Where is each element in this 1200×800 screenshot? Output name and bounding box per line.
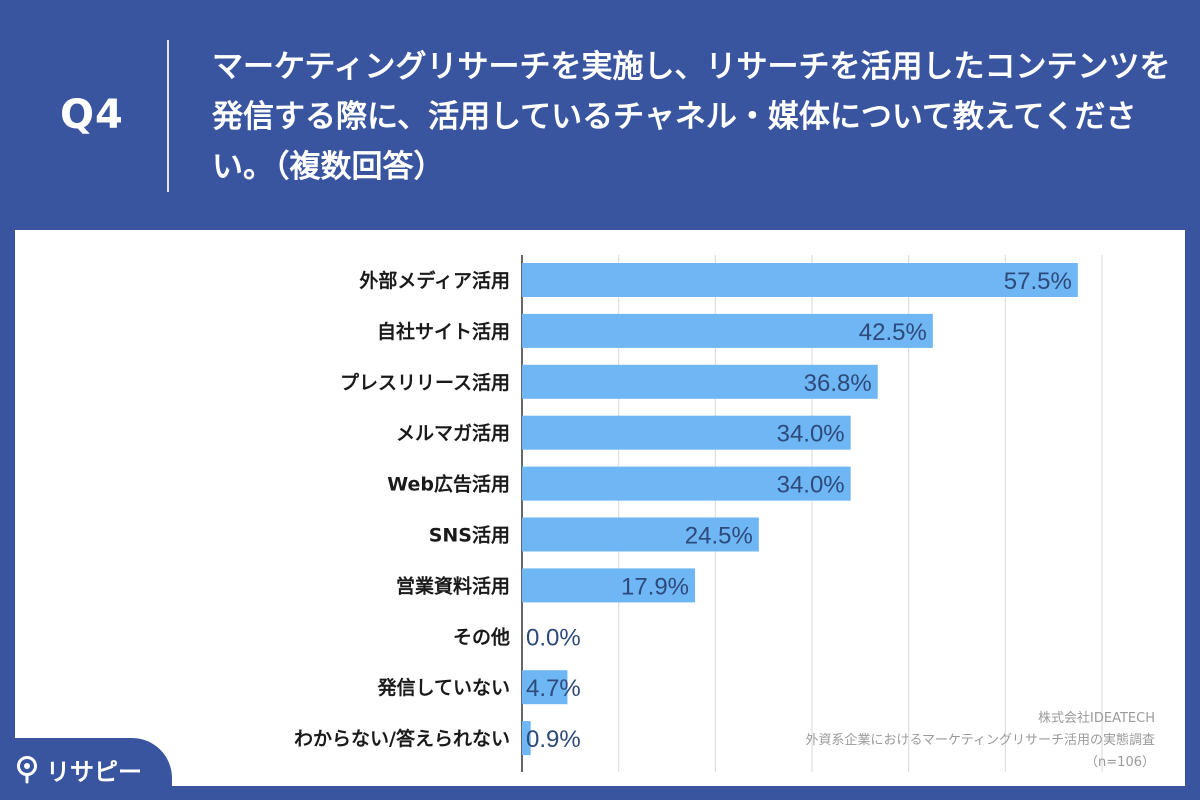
logo-text: リサピー — [46, 758, 142, 786]
source-survey: 外資系企業におけるマーケティングリサーチ活用の実態調査 — [805, 733, 1155, 748]
value-label: 36.8% — [804, 370, 872, 397]
chart-panel: 外部メディア活用 57.5% 自社サイト活用 42.5% プレスリリース活用 36.8% メ… — [15, 230, 1185, 786]
value-label: 34.0% — [777, 472, 845, 499]
bar — [522, 313, 933, 348]
value-label: 0.0% — [526, 624, 581, 651]
pin-icon — [17, 756, 37, 784]
bar — [522, 263, 1078, 297]
bar — [522, 415, 851, 450]
category-label: わからない/答えられない — [294, 727, 510, 750]
bar — [522, 466, 851, 501]
bar — [522, 721, 531, 756]
value-label: 0.9% — [526, 726, 581, 753]
category-label: 自社サイト活用 — [377, 320, 510, 343]
value-label: 4.7% — [526, 675, 581, 702]
category-label: Web広告活用 — [387, 473, 510, 496]
question-label: Q4 — [60, 92, 124, 138]
source-sample-size: （n=106） — [1085, 755, 1155, 770]
bar — [522, 670, 568, 705]
category-label: 発信していない — [377, 676, 510, 699]
value-label: 34.0% — [777, 421, 845, 448]
bar — [522, 364, 878, 399]
source-company: 株式会社IDEATECH — [1038, 711, 1155, 726]
category-label: メルマガ活用 — [396, 422, 510, 445]
bar-chart: 外部メディア活用 57.5% 自社サイト活用 42.5% プレスリリース活用 36.8% メ… — [294, 255, 1103, 772]
value-label: 17.9% — [621, 573, 689, 600]
bar — [522, 568, 696, 603]
header: Q4 マーケティングリサーチを実施し、リサーチを活用したコンテンツを発信する際に… — [0, 0, 1200, 230]
category-label: プレスリリース活用 — [340, 371, 510, 394]
value-label: 24.5% — [685, 523, 753, 550]
bar — [522, 517, 759, 552]
source-note: 株式会社IDEATECH 外資系企業におけるマーケティングリサーチ活用の実態調査… — [806, 708, 1155, 774]
category-label: SNS活用 — [429, 524, 510, 547]
category-label: その他 — [453, 625, 510, 648]
question-title: マーケティングリサーチを実施し、リサーチを活用したコンテンツを発信する際に、活用… — [212, 49, 1171, 185]
value-label: 57.5% — [1004, 268, 1072, 295]
header-divider — [167, 40, 169, 192]
category-label: 外部メディア活用 — [359, 269, 510, 292]
bars — [522, 263, 1078, 756]
value-label: 42.5% — [859, 319, 927, 346]
labels: 外部メディア活用 57.5% 自社サイト活用 42.5% プレスリリース活用 36.8% メ… — [294, 268, 1072, 753]
category-label: 営業資料活用 — [396, 574, 510, 597]
brand-logo: リサピー — [0, 738, 172, 800]
